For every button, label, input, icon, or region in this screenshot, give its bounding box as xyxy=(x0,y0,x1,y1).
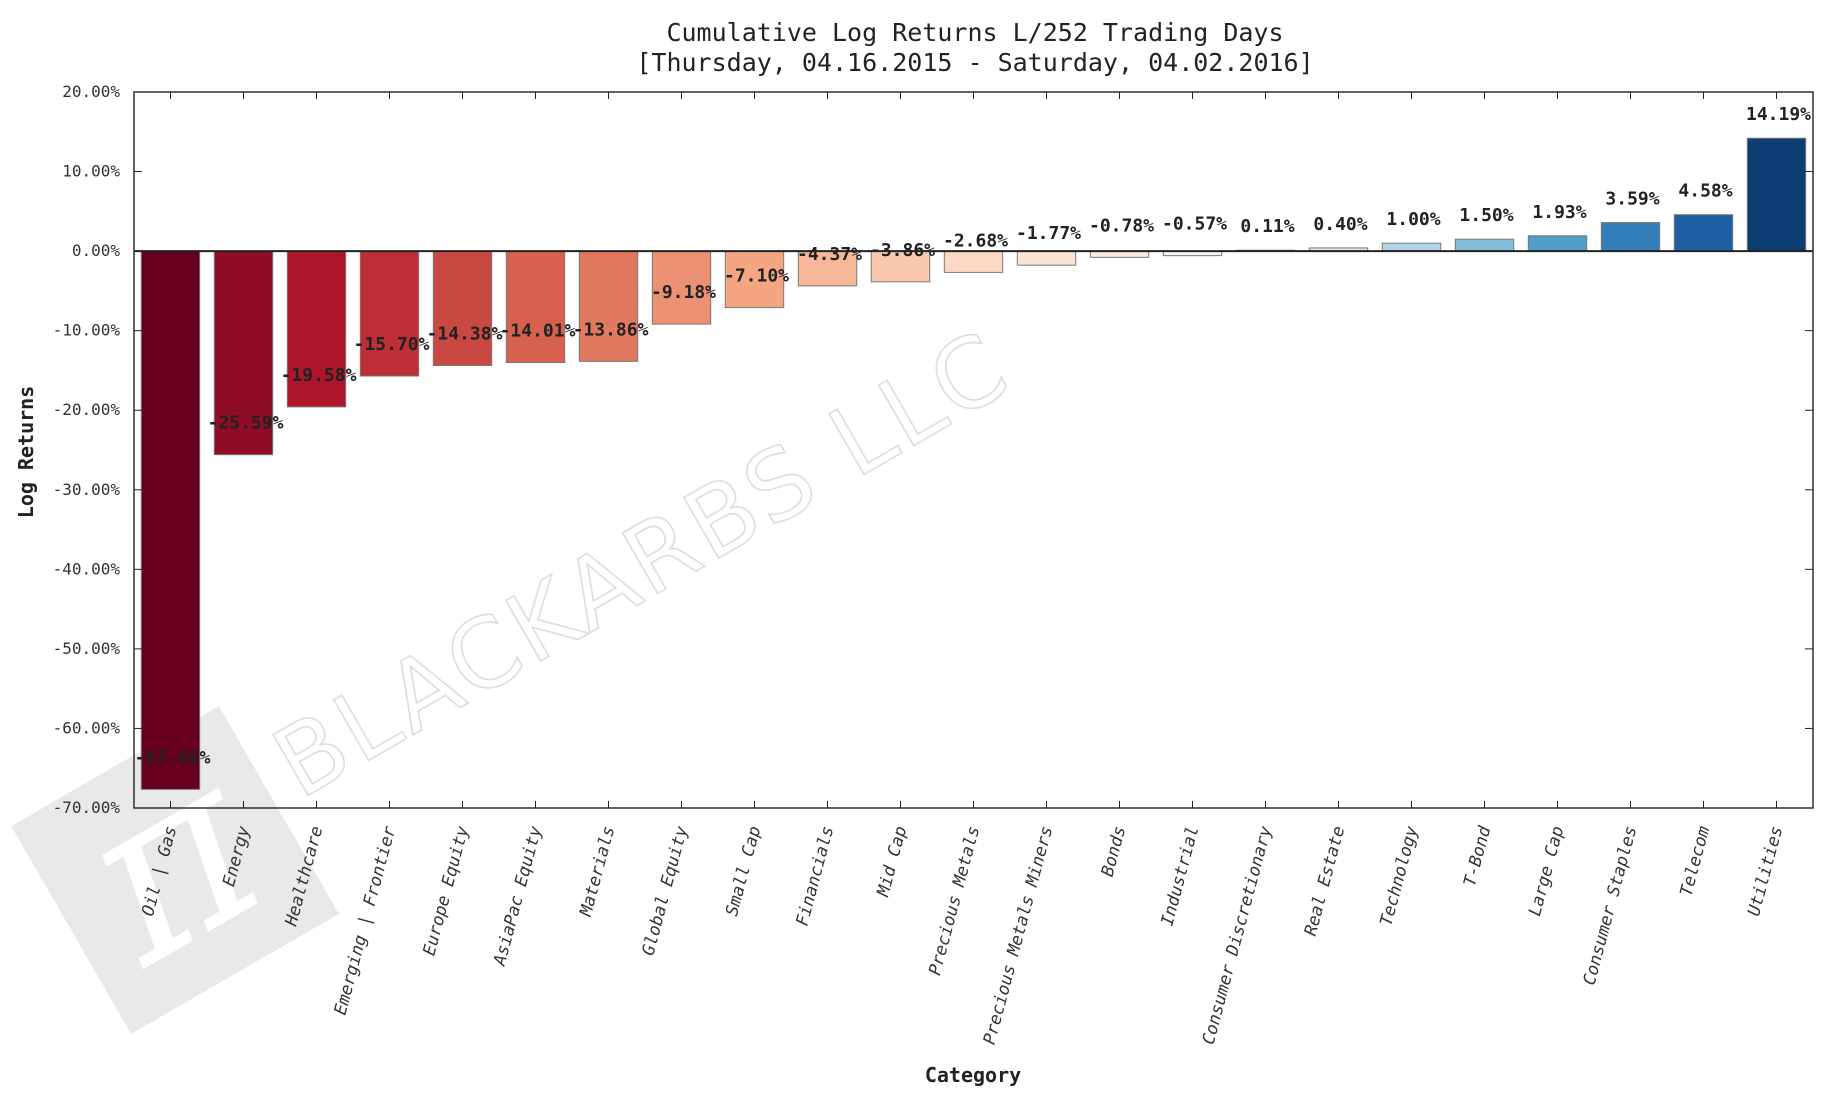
data-label-6: -13.86% xyxy=(573,319,649,340)
y-tick-label: -60.00% xyxy=(53,718,121,737)
x-tick-label: Consumer Discretionary xyxy=(1199,823,1277,1046)
bar-4 xyxy=(432,250,493,367)
x-tick-label: Financials xyxy=(793,824,839,928)
data-label-8: -7.10% xyxy=(724,266,789,287)
bar-20 xyxy=(1600,222,1661,252)
bar-1 xyxy=(213,250,274,456)
y-tick-label: 10.00% xyxy=(62,162,120,181)
data-label-4: -14.38% xyxy=(427,324,503,345)
y-tick-label: -10.00% xyxy=(53,321,121,340)
x-tick-label: Technology xyxy=(1377,823,1423,928)
y-tick-label: -20.00% xyxy=(53,400,121,419)
x-tick-label: Europe Equity xyxy=(420,823,474,957)
x-tick-label: Real Estate xyxy=(1301,824,1349,938)
y-axis-ticks: 20.00% 10.00% 0.00% -10.00% -20.00% -30.00% -4… xyxy=(53,82,1813,817)
bar-6 xyxy=(578,250,639,362)
data-label-18: 1.50% xyxy=(1459,205,1513,226)
data-label-17: 1.00% xyxy=(1386,209,1440,230)
data-label-22: 14.19% xyxy=(1746,104,1811,125)
x-tick-label: Utilities xyxy=(1744,824,1787,918)
y-tick-label: -50.00% xyxy=(53,639,121,658)
data-label-9: -4.37% xyxy=(797,244,862,265)
data-label-0: -67.66% xyxy=(135,747,211,768)
chart-title: Cumulative Log Returns L/252 Trading Day… xyxy=(666,18,1283,47)
data-label-11: -2.68% xyxy=(943,230,1008,251)
bar-7 xyxy=(651,250,712,325)
data-label-1: -25.59% xyxy=(208,413,284,434)
bar-0 xyxy=(140,250,201,790)
x-tick-label: Small Cap xyxy=(722,824,765,918)
x-tick-label: T-Bond xyxy=(1460,823,1495,888)
x-tick-label: Global Equity xyxy=(639,823,693,957)
x-tick-label: Bonds xyxy=(1098,824,1131,879)
x-tick-label: Consumer Staples xyxy=(1580,824,1642,987)
x-tick-label: Emerging | Frontier xyxy=(331,823,401,1017)
x-tick-label: Precious Metals xyxy=(925,824,984,977)
data-label-20: 3.59% xyxy=(1605,189,1659,210)
data-label-5: -14.01% xyxy=(500,321,576,342)
y-tick-label: -70.00% xyxy=(53,798,121,817)
x-tick-label: Materials xyxy=(576,824,619,919)
x-tick-label: Telecom xyxy=(1676,824,1714,898)
bar-18 xyxy=(1454,238,1515,252)
data-labels: -67.66% -25.59% -19.58% -15.70%-14.38%-14.0… xyxy=(135,104,1812,768)
x-axis-label: Category xyxy=(925,1063,1021,1087)
bar-3 xyxy=(359,250,420,377)
chart-subtitle: [Thursday, 04.16.2015 - Saturday, 04.02.… xyxy=(636,48,1313,77)
y-tick-label: 20.00% xyxy=(62,82,120,101)
bars xyxy=(140,137,1807,790)
watermark-text: BLACKARBS LLC xyxy=(256,309,1029,820)
bar-5 xyxy=(505,250,566,364)
data-label-12: -1.77% xyxy=(1016,223,1081,244)
x-tick-label: Mid Cap xyxy=(873,824,911,899)
x-tick-label: Precious Metals Miners xyxy=(980,824,1058,1047)
y-tick-label: -40.00% xyxy=(53,559,121,578)
data-label-14: -0.57% xyxy=(1162,214,1227,235)
bar-12 xyxy=(1016,250,1077,266)
x-tick-label: Industrial xyxy=(1158,824,1204,928)
data-label-13: -0.78% xyxy=(1089,215,1154,236)
data-label-15: 0.11% xyxy=(1240,216,1294,237)
data-label-3: -15.70% xyxy=(354,334,430,355)
y-tick-label: 0.00% xyxy=(72,241,121,260)
x-tick-label: Large Cap xyxy=(1525,824,1568,918)
y-axis-label: Log Returns xyxy=(14,386,38,518)
data-label-19: 1.93% xyxy=(1532,202,1586,223)
bar-17 xyxy=(1381,242,1442,252)
data-label-2: -19.58% xyxy=(281,365,357,386)
data-label-7: -9.18% xyxy=(651,282,716,303)
data-label-10: -3.86% xyxy=(870,240,935,261)
data-label-16: 0.40% xyxy=(1313,214,1367,235)
bar-22 xyxy=(1746,137,1807,252)
bar-21 xyxy=(1673,214,1734,252)
bar-8 xyxy=(724,250,785,309)
bar-11 xyxy=(943,250,1004,273)
bar-19 xyxy=(1527,235,1588,252)
y-tick-label: -30.00% xyxy=(53,480,121,499)
x-tick-label: AsiaPac Equity xyxy=(490,823,547,968)
data-label-21: 4.58% xyxy=(1678,181,1732,202)
bar-10 xyxy=(870,250,931,283)
